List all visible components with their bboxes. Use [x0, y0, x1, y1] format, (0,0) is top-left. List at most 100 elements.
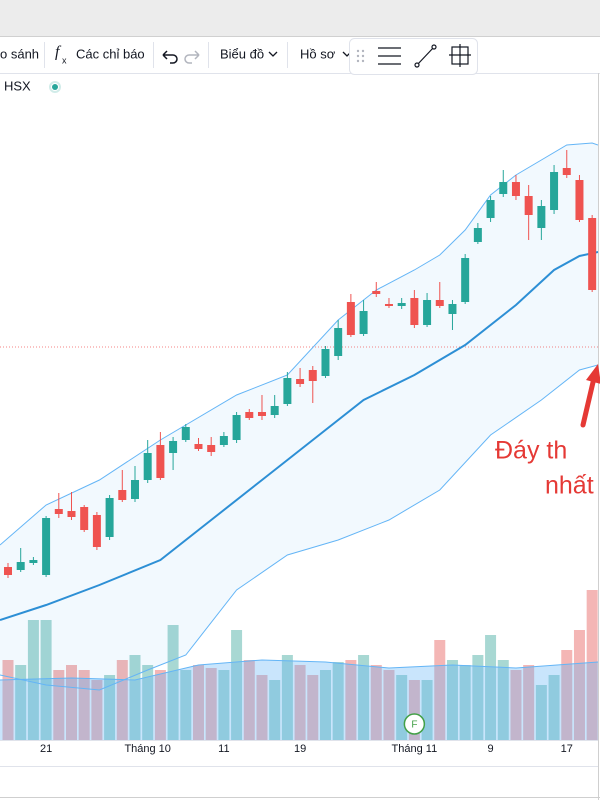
- candle-body: [588, 218, 597, 290]
- candle-body: [308, 370, 317, 381]
- volume-bar: [383, 670, 395, 740]
- x-tick-label: 17: [561, 743, 573, 755]
- x-tick-label: 11: [218, 743, 229, 755]
- candle-body: [219, 436, 228, 445]
- candle-body: [92, 515, 101, 547]
- volume-bar: [319, 670, 331, 740]
- arrow-head: [586, 364, 600, 384]
- volume-bar: [129, 655, 141, 740]
- volume-bar: [2, 660, 14, 740]
- candle-body: [448, 304, 457, 314]
- volume-bar: [497, 660, 509, 740]
- x-tick-label: Tháng 11: [392, 743, 438, 755]
- compare-button[interactable]: o sánh: [0, 46, 39, 61]
- volume-bar: [573, 630, 585, 740]
- volume-bar: [523, 665, 535, 740]
- volume-bar: [370, 665, 382, 740]
- event-label: F: [411, 720, 417, 731]
- candle-body: [461, 258, 470, 302]
- arrow-shaft: [580, 375, 597, 428]
- fx-icon-x[interactable]: x: [62, 55, 67, 65]
- candle-body: [4, 567, 13, 575]
- volume-bar: [510, 670, 522, 740]
- candle-body: [575, 180, 584, 220]
- volume-ma-area: [0, 660, 598, 740]
- volume-bar: [53, 670, 65, 740]
- drawing-toolbar: [349, 38, 478, 75]
- volume-bar: [408, 680, 420, 740]
- volume-bar: [154, 670, 166, 740]
- icon-line: [416, 46, 435, 66]
- candle-body: [245, 412, 254, 418]
- chevron[interactable]: [268, 51, 278, 57]
- x-tick-label: 9: [488, 743, 494, 755]
- undo-icon[interactable]: [162, 50, 178, 64]
- volume-bar: [535, 685, 547, 740]
- candle-body: [346, 302, 355, 335]
- candle-body: [296, 379, 305, 384]
- candle-body: [384, 304, 393, 306]
- exchange-label: HSX: [4, 78, 31, 93]
- volume-bar: [40, 620, 52, 740]
- volume-bar: [434, 640, 446, 740]
- candle-body: [550, 172, 559, 210]
- volume-bar: [561, 650, 573, 740]
- volume-bar: [472, 655, 484, 740]
- candle-body: [169, 441, 178, 453]
- volume-bar: [446, 660, 458, 740]
- undo-redo[interactable]: [162, 50, 200, 64]
- redo-icon[interactable]: [184, 50, 200, 64]
- volume-bar: [358, 655, 370, 740]
- candle-body: [130, 480, 139, 499]
- profile-menu[interactable]: Hồ sơ: [300, 46, 336, 61]
- volume-bar: [167, 625, 179, 740]
- fx-icon-f[interactable]: f: [55, 44, 62, 61]
- candle-body: [423, 300, 432, 325]
- band-middle: [0, 251, 598, 621]
- grip[interactable]: [356, 49, 365, 63]
- icon-handle: [414, 62, 420, 68]
- band-upper: [0, 142, 598, 546]
- candle-body: [194, 444, 203, 449]
- volume-bar: [15, 665, 27, 740]
- volume-bar: [396, 675, 408, 740]
- candle-body: [499, 182, 508, 194]
- candle-body: [42, 518, 51, 575]
- volume-bar: [256, 675, 268, 740]
- candle-body: [54, 509, 63, 514]
- candle-body: [334, 328, 343, 356]
- volume-bar: [231, 630, 243, 740]
- volume-bar: [307, 675, 319, 740]
- window-top: [0, 0, 600, 36]
- indicators-button[interactable]: Các chỉ báo: [76, 46, 145, 61]
- candle-body: [181, 427, 190, 440]
- chart-menu[interactable]: Biểu đồ: [220, 46, 264, 61]
- event-marker: [403, 713, 426, 735]
- annotation-text: Đáy th: [495, 437, 567, 465]
- lines-tool[interactable]: [378, 47, 401, 65]
- candle-body: [359, 311, 368, 334]
- candle-body: [435, 300, 444, 306]
- candle-body: [397, 303, 406, 306]
- x-tick-label: Tháng 10: [124, 743, 170, 755]
- plot: 21 Tháng 10 11 19 Tháng 11 9 17 F Đáy th nhất: [0, 142, 598, 755]
- candle-body: [524, 196, 533, 215]
- candle-body: [486, 200, 495, 218]
- candle-body: [29, 560, 38, 563]
- candle-body: [511, 182, 520, 196]
- grip-dot: [356, 54, 360, 58]
- trend-tool[interactable]: [414, 44, 437, 68]
- icon-handle: [431, 44, 437, 50]
- volume-bar: [281, 655, 293, 740]
- x-tick-label: 21: [40, 743, 52, 755]
- candle-body: [67, 511, 76, 517]
- grip-dot: [361, 54, 365, 58]
- volume-bar: [205, 668, 217, 740]
- measure-tool[interactable]: [449, 44, 471, 67]
- candle-body: [270, 406, 279, 415]
- volume-bar: [116, 660, 128, 740]
- volume-bar: [180, 670, 192, 740]
- volume-bar: [548, 675, 560, 740]
- grip-dot: [356, 49, 360, 53]
